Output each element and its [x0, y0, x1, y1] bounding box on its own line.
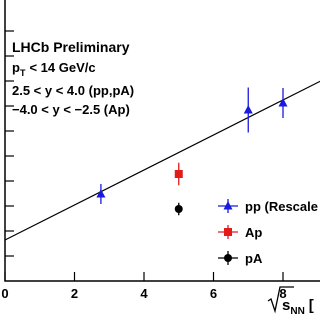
x-tick-label: 0 — [1, 286, 8, 301]
note: −4.0 < y < −2.5 (Ap) — [12, 102, 130, 117]
legend-label: pA — [245, 251, 263, 266]
marker — [224, 228, 232, 236]
marker — [278, 98, 288, 107]
legend-label: pp (Rescale — [245, 199, 318, 214]
x-axis-label: sNN [ — [282, 297, 314, 317]
note: pT < 14 GeV/c — [12, 60, 96, 78]
fit-line — [4, 80, 320, 241]
x-tick-label: 2 — [71, 286, 78, 301]
marker — [243, 105, 253, 114]
sqrt-sign — [267, 286, 294, 314]
x-tick-label: 6 — [210, 286, 217, 301]
marker — [174, 205, 183, 213]
chart-title: LHCb Preliminary — [12, 39, 130, 55]
x-label-sub: NN — [290, 306, 304, 317]
x-tick-label: 4 — [140, 286, 148, 301]
note-text: p — [12, 60, 20, 75]
note-sub: T — [20, 68, 26, 78]
marker — [224, 254, 232, 262]
note-text: < 14 GeV/c — [29, 60, 95, 75]
plot-frame — [4, 0, 320, 282]
note-text: −4.0 < y < −2.5 (Ap) — [12, 102, 130, 117]
legend-label: Ap — [245, 225, 262, 240]
x-tick-label: 8 — [279, 286, 286, 301]
x-label-main: s — [282, 297, 290, 314]
note-text: 2.5 < y < 4.0 (pp,pA) — [12, 83, 134, 98]
marker — [96, 189, 106, 198]
marker — [223, 201, 233, 210]
marker — [174, 170, 183, 178]
x-label-unit: [ — [309, 297, 314, 314]
note: 2.5 < y < 4.0 (pp,pA) — [12, 83, 134, 98]
